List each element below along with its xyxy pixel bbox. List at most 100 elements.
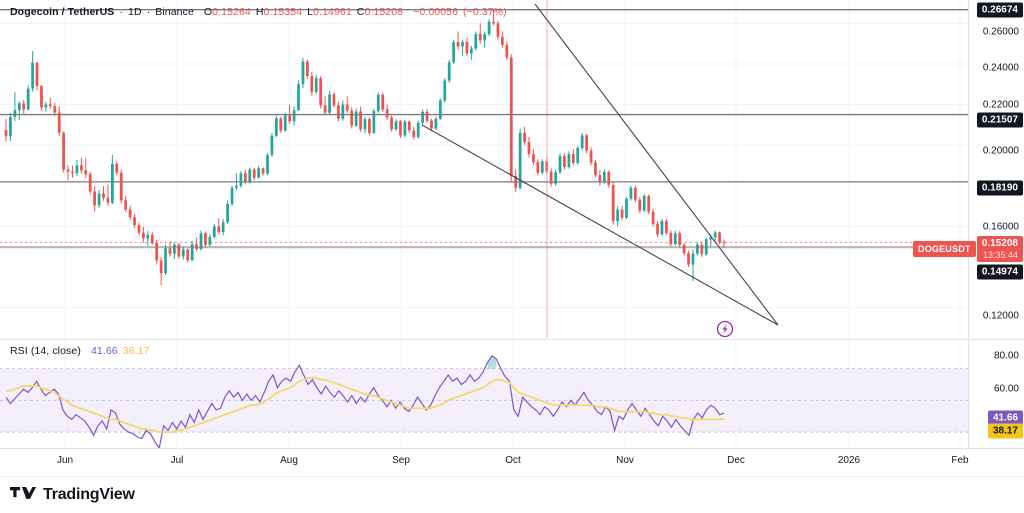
rsi-pane[interactable]: [0, 340, 968, 448]
candle-body: [168, 248, 172, 254]
candle-body: [359, 111, 362, 130]
tradingview-logo-text: TradingView: [43, 486, 135, 503]
lightning-bolt-icon[interactable]: [716, 320, 734, 338]
candle-body: [212, 226, 216, 237]
candle-body: [110, 163, 114, 203]
last-price-badge[interactable]: 0.15208 13:35:44: [976, 236, 1023, 262]
candle-body: [22, 103, 26, 110]
candle-body: [62, 132, 65, 170]
candle-body: [633, 187, 637, 200]
price-tick-label: 0.20000: [982, 145, 1019, 157]
candle-body: [687, 253, 690, 265]
candle-body: [274, 118, 278, 136]
candle-body: [416, 122, 420, 138]
candle-body: [243, 173, 247, 183]
price-level-badge[interactable]: 0.14974: [976, 264, 1023, 280]
rsi-legend[interactable]: RSI (14, close) 41.66 38.17: [10, 345, 150, 357]
candle-body: [501, 36, 504, 45]
candle-body: [509, 57, 513, 177]
candle-body: [607, 171, 611, 185]
candle-body: [88, 174, 92, 192]
candle-body: [119, 172, 123, 201]
candle-body: [115, 163, 119, 173]
candle-body: [57, 112, 61, 133]
price-level-badge[interactable]: 0.26674: [976, 2, 1023, 18]
horizontal-levels[interactable]: [0, 9, 968, 249]
pane-separator[interactable]: [0, 339, 1024, 340]
trendlines[interactable]: [421, 3, 779, 326]
candle-body: [722, 242, 726, 244]
candle-body: [394, 121, 398, 130]
candle-body: [226, 204, 229, 223]
time-tick-label: Oct: [505, 455, 521, 466]
candlestick-series[interactable]: [4, 9, 726, 286]
legend-symbol[interactable]: Dogecoin / TetherUS: [10, 6, 115, 18]
tradingview-logo-icon: [10, 487, 36, 499]
trendline[interactable]: [534, 3, 779, 326]
candle-body: [576, 147, 580, 164]
price-pane[interactable]: [0, 0, 968, 338]
rsi-scale[interactable]: 80.00 60.00 41.66 38.17: [968, 340, 1024, 448]
candle-body: [230, 187, 234, 205]
candle-body: [638, 199, 642, 211]
candle-body: [625, 198, 628, 218]
candle-body: [248, 169, 252, 183]
candle-body: [9, 116, 12, 137]
candle-body: [208, 236, 212, 246]
time-tick-label: 2026: [837, 455, 861, 466]
candle-body: [412, 130, 416, 138]
rsi-value-badge[interactable]: 38.17: [987, 423, 1023, 439]
candle-body: [323, 105, 327, 113]
candle-body: [452, 42, 456, 63]
candle-body: [487, 21, 491, 35]
candle-body: [146, 234, 150, 239]
candle-body: [523, 132, 526, 142]
candle-body: [142, 232, 145, 239]
candle-body: [84, 170, 88, 175]
rsi-value-badge[interactable]: 41.66: [987, 410, 1023, 426]
time-scale[interactable]: Jun Jul Aug Sep Oct Nov Dec 2026 Feb: [0, 449, 1024, 475]
rsi-ma-line[interactable]: [6, 377, 724, 434]
legend-low-value: 0.14961: [313, 6, 352, 18]
candle-body: [616, 209, 620, 222]
legend-close-value: 0.15208: [364, 6, 404, 18]
legend-exchange[interactable]: Binance: [155, 6, 194, 18]
rsi-title[interactable]: RSI (14, close): [10, 345, 81, 357]
trendline[interactable]: [421, 124, 779, 326]
candle-body: [381, 94, 385, 110]
candle-body: [563, 156, 566, 168]
price-scale[interactable]: 0.26000 0.24000 0.22000 0.20000 0.16000 0.120…: [968, 0, 1024, 338]
rsi-tick-label: 60.00: [993, 383, 1019, 395]
tradingview-logo[interactable]: TradingView: [10, 486, 135, 504]
price-tick-label: 0.22000: [982, 99, 1019, 111]
footer-bar: TradingView: [0, 476, 1024, 513]
rsi-tick-label: 80.00: [993, 350, 1019, 362]
rsi-line[interactable]: [5, 355, 725, 448]
candle-body: [589, 150, 593, 163]
candle-body: [341, 104, 345, 119]
candle-body: [376, 94, 380, 112]
candle-body: [270, 135, 274, 155]
candle-body: [372, 111, 376, 133]
symbol-price-tag[interactable]: DOGEUSDT: [913, 241, 976, 257]
legend-close-label: C: [356, 6, 365, 18]
candle-body: [159, 260, 163, 274]
rsi-value: 41.66: [90, 345, 118, 357]
price-legend[interactable]: Dogecoin / TetherUS · 1D · Binance O0.15264 H0…: [10, 6, 507, 18]
candle-body: [611, 184, 615, 222]
candle-body: [17, 103, 21, 111]
candle-body: [527, 141, 531, 155]
legend-sep-2: ·: [146, 6, 151, 18]
legend-interval[interactable]: 1D: [128, 6, 142, 18]
candle-body: [682, 245, 686, 254]
candle-body: [492, 21, 495, 24]
price-level-badge[interactable]: 0.21507: [976, 112, 1023, 128]
price-tick-label: 0.24000: [982, 62, 1019, 74]
candle-body: [660, 221, 664, 235]
candle-body: [505, 44, 509, 58]
legend-high-label: H: [255, 6, 264, 18]
time-tick-label: Jul: [170, 455, 184, 466]
price-level-badge[interactable]: 0.18190: [976, 180, 1023, 196]
candle-body: [297, 84, 300, 111]
